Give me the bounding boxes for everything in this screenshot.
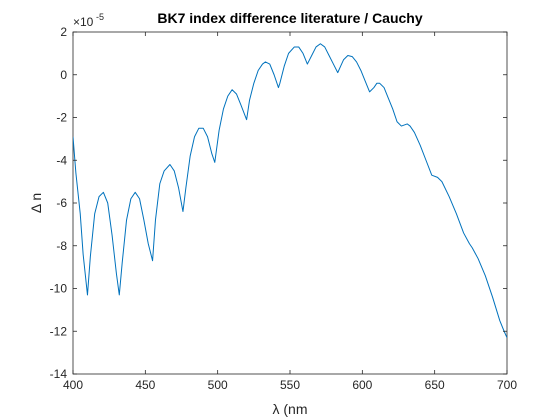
- x-tick-label: 550: [280, 378, 300, 392]
- x-tick-label: 600: [352, 378, 372, 392]
- axis-exponent-power: -5: [96, 12, 104, 22]
- x-axis-ticks: 400 450 500 550 600 650 700: [63, 32, 517, 392]
- y-axis-label: Δ n: [28, 193, 44, 213]
- y-tick-label: -10: [50, 282, 68, 296]
- x-tick-label: 500: [208, 378, 228, 392]
- x-tick-label: 650: [425, 378, 445, 392]
- plot-box: [72, 31, 508, 375]
- y-axis-ticks: 2 0 -2 -4 -6 -8 -10 -12 -14: [50, 25, 507, 381]
- y-tick-label: -8: [56, 239, 67, 253]
- y-tick-label: -4: [56, 153, 67, 167]
- y-tick-label: 0: [60, 68, 67, 82]
- x-axis-label: λ (nm: [273, 401, 308, 417]
- y-tick-label: -6: [56, 196, 67, 210]
- series-line: [73, 43, 507, 338]
- y-tick-label: -14: [50, 367, 68, 381]
- x-tick-label: 450: [135, 378, 155, 392]
- axis-exponent: ×10 -5: [73, 12, 104, 29]
- plot-area: [72, 31, 508, 375]
- chart-title: BK7 index difference literature / Cauchy: [157, 10, 423, 26]
- x-tick-label: 700: [497, 378, 517, 392]
- y-tick-label: -12: [50, 324, 68, 338]
- y-tick-label: 2: [60, 25, 67, 39]
- x-tick-label: 400: [63, 378, 83, 392]
- axis-exponent-base: ×10: [73, 15, 94, 29]
- y-tick-label: -2: [56, 111, 67, 125]
